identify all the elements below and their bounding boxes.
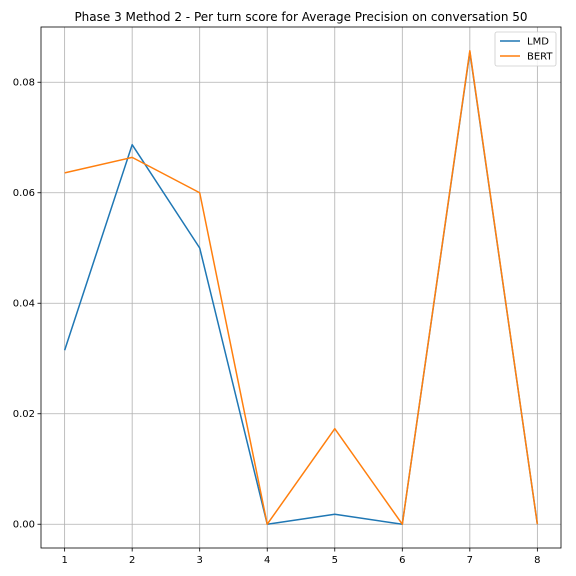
x-tick-label: 7 xyxy=(467,555,473,566)
x-tick-label: 3 xyxy=(197,555,203,566)
x-tick-label: 4 xyxy=(264,555,270,566)
y-tick-label: 0.00 xyxy=(13,520,35,531)
plot-area xyxy=(41,27,561,548)
series-line-bert xyxy=(64,50,539,525)
x-tick-label: 5 xyxy=(332,555,338,566)
x-tick-label: 2 xyxy=(129,555,135,566)
series-layer xyxy=(63,50,539,525)
legend-label-bert: BERT xyxy=(527,52,553,63)
y-tick-label: 0.06 xyxy=(13,188,35,199)
chart-title: Phase 3 Method 2 - Per turn score for Av… xyxy=(74,10,527,24)
x-tick-label: 6 xyxy=(399,555,405,566)
x-tick-label: 8 xyxy=(534,555,540,566)
plot-frame xyxy=(40,26,562,549)
y-tick-label: 0.08 xyxy=(13,78,35,89)
legend-label-lmd: LMD xyxy=(527,37,549,48)
grid xyxy=(41,27,561,548)
axis-ticks: 1 2 3 4 5 6 7 8 0.00 0.02 0.04 0.06 0.08 xyxy=(13,78,541,566)
x-tick-label: 1 xyxy=(61,555,67,566)
legend: LMD BERT xyxy=(494,31,557,67)
y-tick-label: 0.02 xyxy=(13,409,35,420)
y-tick-label: 0.04 xyxy=(13,299,35,310)
